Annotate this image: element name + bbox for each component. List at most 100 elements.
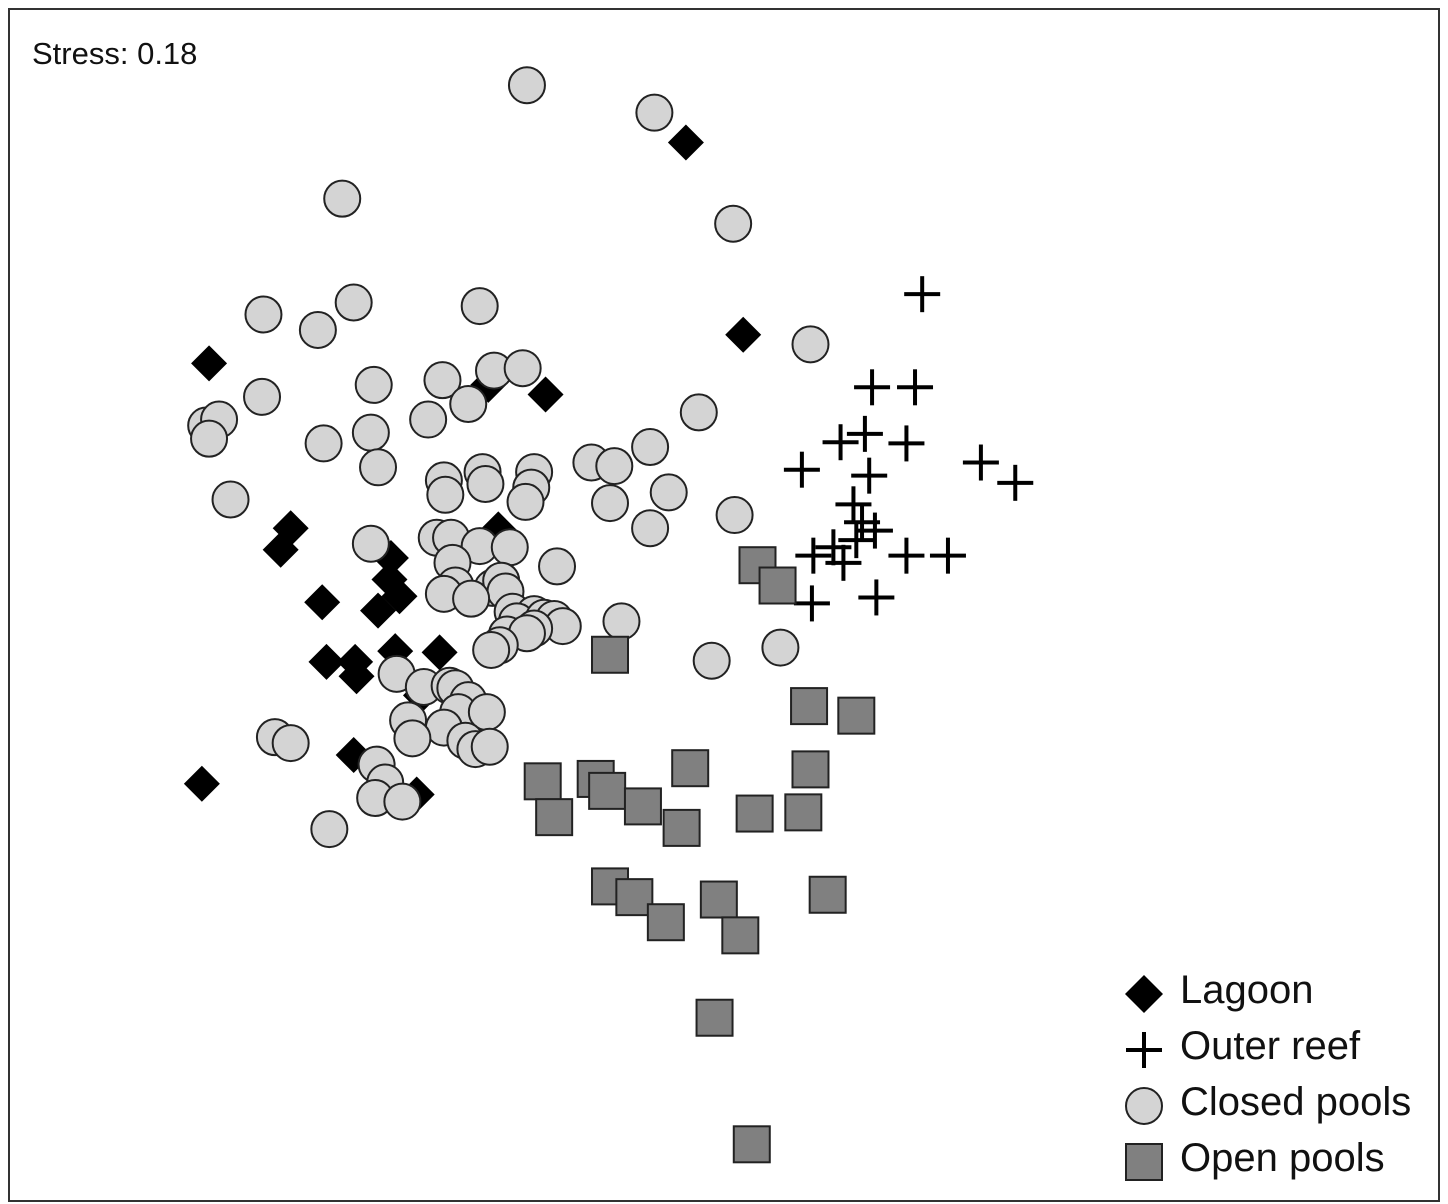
closed-pool-point [190, 419, 229, 458]
open-pool-point [591, 635, 630, 674]
closed-pool-point [602, 602, 641, 641]
closed-pool-point [351, 413, 390, 452]
closed-pool-point [359, 448, 398, 487]
closed-pool-point [354, 365, 393, 404]
open-pool-point [735, 794, 774, 833]
closed-pool-point [595, 447, 634, 486]
outer-reef-point [815, 529, 852, 566]
closed-pool-point [470, 727, 509, 766]
open-pool-point [695, 998, 734, 1037]
lagoon-point [304, 584, 341, 621]
closed-pool-point [243, 377, 282, 416]
open-pool-point [758, 566, 797, 605]
closed-pool-point [310, 810, 349, 849]
outer-reef-point [962, 444, 999, 481]
legend-label-outer-reef: Outer reef [1180, 1024, 1361, 1068]
closed-pool-point [679, 393, 718, 432]
outer-reef-point [835, 486, 872, 523]
closed-pool-point [472, 630, 511, 669]
closed-pool-point [714, 204, 753, 243]
closed-pool-point [304, 424, 343, 463]
lagoon-point [360, 592, 397, 629]
outer-reef-point [997, 464, 1034, 501]
closed-pool-point [334, 283, 373, 322]
lagoon-point [725, 316, 762, 353]
open-pool-point [671, 749, 710, 788]
open-pool-point [721, 916, 760, 955]
closed-pool-point [244, 295, 283, 334]
plus-marker-icon [1126, 1032, 1162, 1068]
open-pool-point [615, 878, 654, 917]
legend-label-lagoon: Lagoon [1180, 968, 1314, 1012]
outer-reef-point [929, 537, 966, 574]
open-pool-point [523, 762, 562, 801]
closed-pool-point [631, 428, 670, 467]
open-pool-point [662, 808, 701, 847]
closed-pool-point [692, 641, 731, 680]
open-pool-point [791, 750, 830, 789]
open-pool-point [588, 771, 627, 810]
lagoon-point [183, 765, 220, 802]
outer-reef-point [822, 424, 859, 461]
open-pool-point [790, 687, 829, 726]
outer-reef-point [888, 425, 925, 462]
outer-reef-point [851, 457, 888, 494]
closed-pool-point [423, 361, 462, 400]
legend-item-lagoon: Lagoon [1122, 966, 1448, 1022]
closed-pool-point [393, 719, 432, 758]
closed-pool-point [761, 628, 800, 667]
legend-item-closed-pools: Closed pools [1122, 1078, 1448, 1134]
stress-annotation: Stress: 0.18 [32, 36, 198, 71]
lagoon-point [421, 634, 458, 671]
open-pool-point [808, 875, 847, 914]
closed-pool-point [409, 400, 448, 439]
open-pool-point [699, 880, 738, 919]
square-marker-icon [1125, 1143, 1163, 1181]
closed-pool-point [452, 579, 491, 618]
open-pool-point [646, 903, 685, 942]
series-open-pools [523, 546, 876, 1164]
closed-pool-point [591, 484, 630, 523]
closed-pool-point [298, 310, 337, 349]
outer-reef-point [858, 579, 895, 616]
closed-pool-point [383, 782, 422, 821]
closed-pool-point [351, 524, 390, 563]
open-pool-point [732, 1125, 771, 1164]
series-outer-reef [783, 276, 1034, 622]
closed-pool-point [323, 179, 362, 218]
closed-pool-point [426, 475, 465, 514]
lagoon-point [338, 658, 375, 695]
lagoon-point [262, 531, 299, 568]
open-pool-point [784, 793, 823, 832]
outer-reef-point [856, 512, 893, 549]
outer-reef-point [846, 415, 883, 452]
outer-reef-point [793, 585, 830, 622]
outer-reef-point [897, 369, 934, 406]
lagoon-point [667, 124, 704, 161]
closed-pool-point [507, 66, 546, 105]
legend-label-closed-pools: Closed pools [1180, 1080, 1412, 1124]
lagoon-point [191, 345, 228, 382]
outer-reef-point [838, 522, 875, 559]
outer-reef-point [854, 369, 891, 406]
legend-item-open-pools: Open pools [1122, 1134, 1448, 1190]
closed-pool-point [635, 93, 674, 132]
closed-pool-point [631, 509, 670, 548]
closed-pool-point [715, 496, 754, 535]
chart-frame: Stress: 0.18 Lagoon Outer reef Closed po… [8, 8, 1440, 1202]
closed-pool-point [211, 480, 250, 519]
scatter-plot [183, 66, 1034, 1164]
series-closed-pools [187, 66, 830, 849]
outer-reef-point [904, 276, 941, 313]
outer-reef-point [783, 451, 820, 488]
closed-pool-point [449, 385, 488, 424]
open-pool-point [837, 696, 876, 735]
closed-pool-point [791, 325, 830, 364]
closed-pool-point [490, 528, 529, 567]
closed-pool-point [506, 482, 545, 521]
closed-pool-point [503, 349, 542, 388]
outer-reef-point [825, 544, 862, 581]
outer-reef-point [888, 537, 925, 574]
closed-pool-point [460, 287, 499, 326]
open-pool-point [535, 798, 574, 837]
